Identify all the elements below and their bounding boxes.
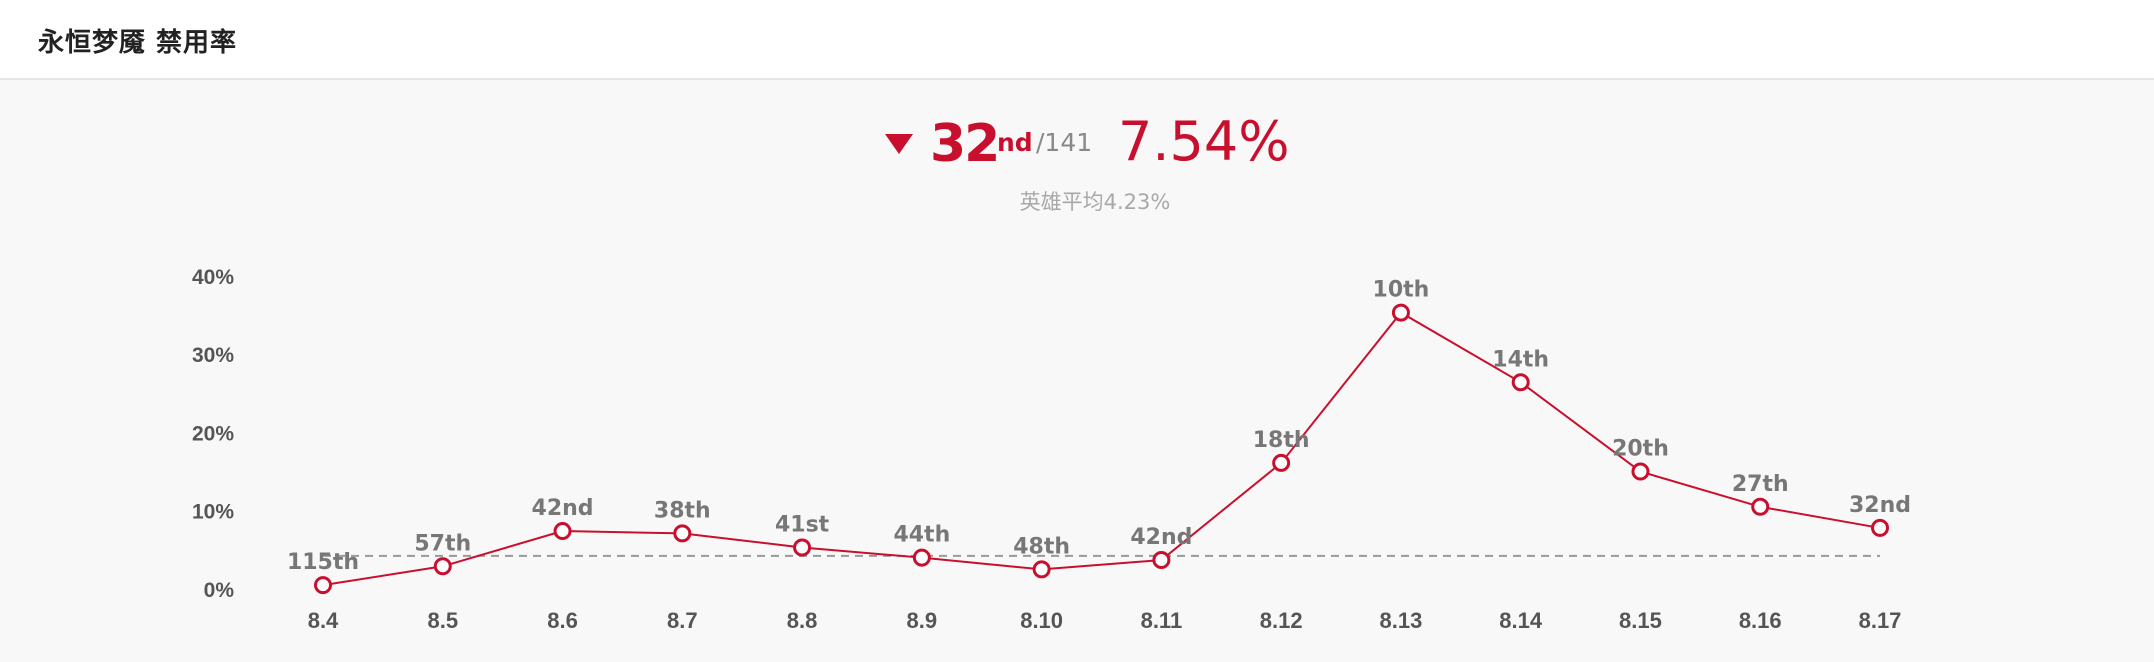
x-tick-label: 8.13 [1380,608,1423,633]
data-point [553,522,572,541]
data-point [1272,453,1291,472]
series-line [322,311,1881,587]
data-point [793,538,812,557]
data-point [1152,551,1171,570]
data-point [1751,497,1770,516]
data-point [912,548,931,567]
x-tick-label: 8.8 [787,608,818,633]
data-label: 20th [1612,437,1669,462]
x-tick-label: 8.11 [1141,608,1183,633]
y-tick-label: 10% [192,501,234,524]
data-label: 10th [1373,278,1430,303]
x-tick-label: 8.7 [667,608,698,633]
y-tick-label: 20% [192,422,234,445]
y-tick-label: 0% [204,579,235,602]
y-tick-label: 40% [192,266,234,289]
x-tick-label: 8.6 [547,608,578,633]
data-label: 44th [893,523,950,548]
data-point [433,557,452,576]
data-label: 57th [414,531,471,556]
data-point [314,576,332,595]
data-label: 41st [775,513,830,538]
x-tick-label: 8.15 [1619,608,1662,633]
x-tick-label: 8.14 [1499,608,1543,633]
page-header: 永恒梦魇 禁用率 [0,0,2154,80]
data-label: 42nd [1130,525,1192,550]
rank-total: /141 [1036,128,1093,157]
data-point [1511,373,1530,392]
data-label: 27th [1732,472,1789,497]
x-tick-label: 8.17 [1859,608,1902,633]
x-tick-label: 8.10 [1020,608,1063,633]
rank-value: 32 [930,114,1000,174]
data-label: 42nd [532,496,594,521]
x-tick-label: 8.5 [427,608,458,633]
data-point [673,524,692,543]
data-label: 38th [654,498,711,523]
ban-rate-value: 7.54% [1118,110,1290,173]
x-tick-label: 8.12 [1260,608,1303,633]
data-point [1391,303,1410,322]
x-tick-label: 8.16 [1739,608,1782,633]
rank-suffix: nd [997,128,1033,157]
average-ban-rate: 英雄平均4.23% [0,186,2154,216]
rank-summary: 32 nd /141 7.54% [0,108,2154,178]
data-label: 14th [1492,347,1549,372]
data-label: 48th [1013,534,1070,559]
data-label: 32nd [1849,493,1911,518]
data-point [1032,560,1051,579]
triangle-down-icon [885,134,913,154]
y-tick-label: 30% [192,344,234,367]
x-tick-label: 8.4 [308,608,339,633]
average-text: 英雄平均4.23% [1019,190,1171,214]
data-point [1631,462,1650,481]
x-tick-label: 8.9 [907,608,938,633]
page-title: 永恒梦魇 禁用率 [38,28,238,58]
data-label: 18th [1253,428,1310,453]
data-label: 115th [287,550,359,575]
data-point [1871,518,1890,537]
